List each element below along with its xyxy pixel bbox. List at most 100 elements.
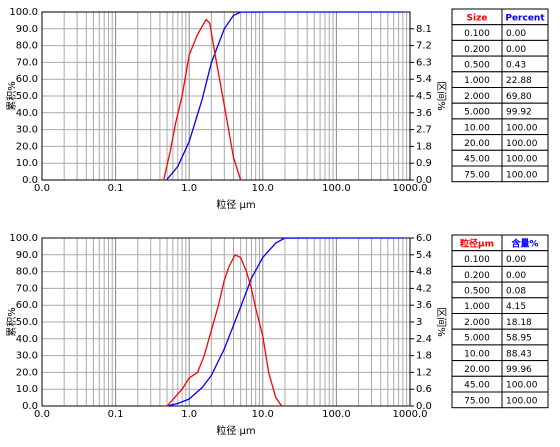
x-tick-label: 0.1 <box>108 183 124 194</box>
series-line <box>163 18 242 181</box>
y2-tick-label: 3 <box>416 317 422 328</box>
x-tick-label: 0.0 <box>34 409 50 420</box>
y-tick-label: 50.0 <box>16 91 38 102</box>
table-cell-text: 0.00 <box>506 45 526 55</box>
table-cell-text: 58.95 <box>506 334 532 344</box>
x-tick-label: 10.0 <box>252 409 274 420</box>
table-header: Size <box>467 13 488 23</box>
plot-frame <box>41 237 411 407</box>
table-cell-text: 0.00 <box>506 29 526 39</box>
table-cell-text: 0.200 <box>464 271 490 281</box>
table-cell-text: 69.80 <box>506 92 532 102</box>
y-tick-label: 10.0 <box>16 384 38 395</box>
y-tick-label: 100.0 <box>9 233 38 244</box>
table-cell-text: 5.000 <box>464 334 490 344</box>
y-tick-label: 60.0 <box>16 300 38 311</box>
y2-tick-label: 7.2 <box>416 41 432 52</box>
table-cell-text: 99.96 <box>506 365 532 375</box>
table-cell-text: 75.00 <box>464 170 490 180</box>
y2-tick-label: 0.9 <box>416 158 432 169</box>
table-cell <box>501 391 549 409</box>
table-cell-text: 5.000 <box>464 108 490 118</box>
y2-tick-label: 0.0 <box>416 401 432 412</box>
table-cell-text: 10.00 <box>464 349 490 359</box>
table-cell-text: 0.43 <box>506 60 526 70</box>
table-cell-text: 45.00 <box>464 381 490 391</box>
table-cell-text: 88.43 <box>506 349 532 359</box>
y-tick-label: 30.0 <box>16 125 38 136</box>
y2-tick-label: 0.6 <box>416 384 432 395</box>
y2-axis-title: 区间% <box>435 81 448 111</box>
y-tick-label: 0.0 <box>22 175 38 186</box>
y2-tick-label: 5.4 <box>416 74 432 85</box>
series-line <box>166 253 283 407</box>
x-tick-label: 100.0 <box>322 409 351 420</box>
y-tick-label: 70.0 <box>16 57 38 68</box>
y2-tick-label: 3.6 <box>416 108 432 119</box>
table-cell-text: 99.92 <box>506 108 532 118</box>
x-tick-label: 1000.0 <box>393 183 428 194</box>
table-cell-text: 100.00 <box>506 381 538 391</box>
series-line <box>166 11 403 180</box>
table-cell-text: 75.00 <box>464 396 490 406</box>
table-cell-text: 100.00 <box>506 155 538 165</box>
y-axis-title: 累积% <box>6 81 18 111</box>
y-tick-label: 90.0 <box>16 24 38 35</box>
table-header: 含量% <box>510 237 538 249</box>
table-cell-text: 100.00 <box>506 396 538 406</box>
table-cell-text: 45.00 <box>464 155 490 165</box>
table-cell-text: 20.00 <box>464 365 490 375</box>
table-cell-text: 0.00 <box>506 255 526 265</box>
y2-tick-label: 1.8 <box>416 141 432 152</box>
y2-tick-label: 4.8 <box>416 267 432 278</box>
table-header: Percent <box>505 13 545 23</box>
table-cell-text: 0.08 <box>506 286 526 296</box>
table-cell-text: 0.500 <box>464 286 490 296</box>
x-axis-title: 粒径 μm <box>216 198 255 211</box>
y-axis-title: 累积% <box>6 307 18 337</box>
y-tick-label: 20.0 <box>16 141 38 152</box>
y2-tick-label: 1.8 <box>416 351 432 362</box>
table-cell-text: 0.100 <box>464 29 490 39</box>
y-tick-label: 20.0 <box>16 367 38 378</box>
y-tick-label: 70.0 <box>16 283 38 294</box>
y2-tick-label: 5.4 <box>416 250 432 261</box>
table-cell-text: 4.15 <box>506 302 526 312</box>
y-tick-label: 40.0 <box>16 334 38 345</box>
x-axis-title: 粒径 μm <box>216 424 255 437</box>
y2-tick-label: 8.1 <box>416 24 432 35</box>
x-tick-label: 0.0 <box>34 183 50 194</box>
x-tick-label: 1.0 <box>181 409 197 420</box>
x-tick-label: 1.0 <box>181 183 197 194</box>
y2-tick-label: 1.2 <box>416 367 432 378</box>
table-cell-text: 100.00 <box>506 170 538 180</box>
y-tick-label: 50.0 <box>16 317 38 328</box>
y2-tick-label: 4.2 <box>416 283 432 294</box>
y-tick-label: 90.0 <box>16 250 38 261</box>
table-cell-text: 20.00 <box>464 139 490 149</box>
y2-tick-label: 2.4 <box>416 334 432 345</box>
y2-axis-title: 区间% <box>435 307 448 337</box>
y-tick-label: 80.0 <box>16 41 38 52</box>
table-cell-text: 0.500 <box>464 60 490 70</box>
series-line <box>166 237 403 407</box>
table-cell-text: 10.00 <box>464 123 490 133</box>
table-cell-text: 0.00 <box>506 271 526 281</box>
y-tick-label: 0.0 <box>22 401 38 412</box>
table-cell <box>501 165 549 183</box>
y-tick-label: 100.0 <box>9 7 38 18</box>
y2-tick-label: 0.0 <box>416 175 432 186</box>
x-tick-label: 100.0 <box>322 183 351 194</box>
y2-tick-label: 6.0 <box>416 233 432 244</box>
plot-frame <box>41 11 411 181</box>
y-tick-label: 30.0 <box>16 351 38 362</box>
y2-tick-label: 4.5 <box>416 91 432 102</box>
table-cell-text: 0.100 <box>464 255 490 265</box>
table-cell-text: 2.000 <box>464 92 490 102</box>
x-tick-label: 0.1 <box>108 409 124 420</box>
table-cell-text: 100.00 <box>506 139 538 149</box>
table-header: 粒径μm <box>460 237 494 249</box>
table-cell-text: 100.00 <box>506 123 538 133</box>
